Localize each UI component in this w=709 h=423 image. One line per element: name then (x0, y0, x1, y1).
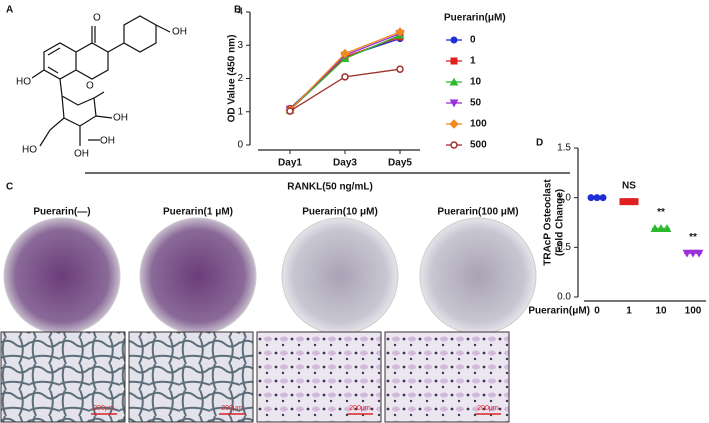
y-tick-label: 1.0 (557, 192, 571, 203)
significance-label: ** (689, 232, 697, 243)
legend-marker (449, 77, 459, 86)
group-label: Puerarin(100 μM) (437, 207, 518, 218)
panel-label: D (536, 138, 543, 149)
well-photo (3, 217, 121, 335)
atom-label: O (93, 13, 101, 24)
x-axis-label: Puerarin(μM) (528, 306, 590, 317)
y-tick-label: 3 (237, 40, 243, 51)
well-photo (419, 217, 537, 335)
series-line (289, 34, 401, 111)
y-tick-label: 2 (237, 73, 243, 84)
legend-marker (450, 141, 458, 149)
micrograph (384, 331, 510, 423)
legend-title: Puerarin(μM) (444, 13, 506, 24)
legend-label: 0 (470, 35, 476, 46)
marker (631, 198, 639, 206)
marker (625, 198, 633, 206)
y-tick-label: 0.5 (557, 242, 571, 253)
y-tick-label: 1.5 (557, 143, 571, 154)
panel-label: C (6, 182, 13, 193)
panel-label: A (6, 5, 13, 16)
atom-label: OH (100, 136, 115, 147)
legend-marker (450, 36, 458, 44)
x-tick-label: 10 (655, 306, 667, 317)
legend-label: 10 (470, 77, 482, 88)
atom-label: HO (16, 77, 31, 88)
marker (593, 194, 601, 202)
legend-label: 500 (470, 140, 487, 151)
marker (587, 194, 595, 202)
marker (340, 48, 350, 59)
x-tick-label: Day1 (278, 158, 302, 169)
y-tick-label: 4 (237, 7, 243, 18)
series-line (289, 36, 401, 110)
x-tick-label: 100 (685, 306, 702, 317)
micrograph (0, 331, 126, 423)
scale-bar-label: 200μm (477, 405, 499, 412)
marker (656, 224, 666, 232)
marker (396, 65, 404, 73)
x-tick-label: Day3 (333, 158, 357, 169)
marker (662, 224, 672, 232)
significance-label: ** (657, 207, 665, 218)
marker (341, 73, 349, 81)
atom-label: O (86, 81, 94, 92)
legend-marker (449, 119, 459, 129)
micrograph (128, 331, 254, 423)
x-tick-label: Day5 (388, 158, 412, 169)
y-tick-label: 0 (237, 140, 243, 151)
marker (694, 249, 704, 258)
marker (650, 224, 660, 232)
marker (286, 107, 294, 115)
marker (682, 249, 692, 258)
marker (599, 194, 607, 202)
y-axis-label: OD Value (450 nm) (227, 35, 238, 123)
well-photo (139, 217, 257, 335)
scale-bar-label: 200μm (93, 405, 115, 412)
y-axis-label: (Fold Change) (555, 189, 566, 256)
group-label: Puerarin(10 μM) (302, 207, 378, 218)
marker (619, 198, 627, 206)
legend-label: 100 (470, 119, 487, 130)
panel-label: B (234, 5, 241, 16)
marker (688, 249, 698, 258)
scale-bar-label: 200μm (349, 405, 371, 412)
x-tick-label: 0 (594, 306, 600, 317)
atom-label: HO (22, 145, 37, 156)
chemical-structure: O OH HO O HO OH OH OH (16, 13, 187, 160)
y-tick-label: 0.0 (557, 292, 571, 303)
legend-label: 50 (470, 98, 482, 109)
scale-bar-label: 200μm (221, 405, 243, 412)
atom-label: OH (113, 113, 128, 124)
atom-label: OH (172, 27, 187, 38)
group-label: Puerarin(—) (33, 207, 90, 218)
assay-images: Puerarin(—) 200μm Puerarin(1 μM) 200μm Puera… (0, 207, 537, 423)
y-tick-label: 1 (237, 106, 243, 117)
legend-marker (449, 99, 459, 108)
marker (395, 27, 405, 37)
group-label: Puerarin(1 μM) (163, 207, 233, 218)
significance-label: NS (622, 180, 636, 191)
x-tick-label: 1 (626, 306, 632, 317)
atom-label: OH (74, 149, 89, 160)
well-photo (281, 217, 399, 335)
legend-marker (450, 57, 458, 65)
micrograph (256, 331, 382, 423)
treatment-label: RANKL(50 ng/mL) (287, 182, 373, 193)
legend-label: 1 (470, 56, 476, 67)
y-axis-label: TRAcP Osteoclast (543, 179, 554, 266)
